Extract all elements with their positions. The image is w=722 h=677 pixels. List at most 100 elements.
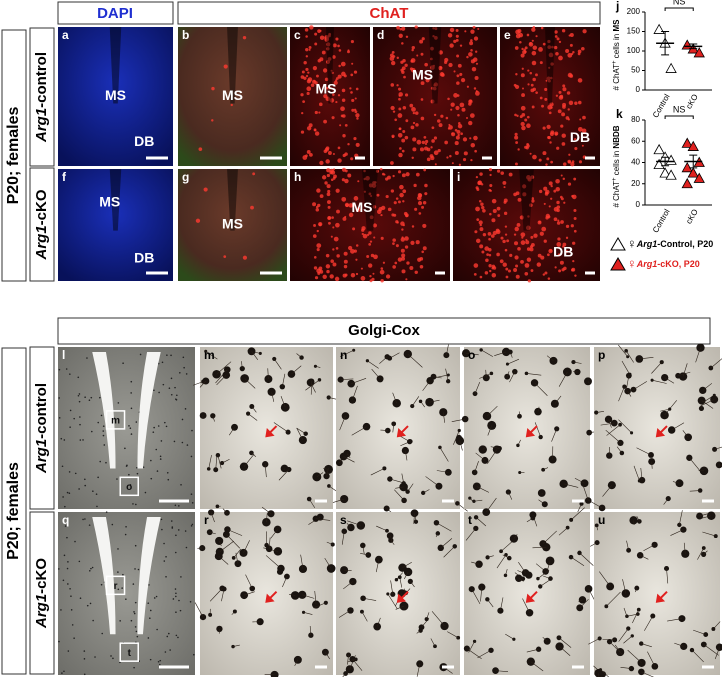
dendrite <box>300 554 304 570</box>
cell-signal <box>230 103 233 107</box>
dendrite <box>233 548 242 559</box>
neuron <box>105 461 107 464</box>
dendrite <box>394 489 405 501</box>
cell-signal <box>373 254 378 260</box>
neuron <box>90 396 93 399</box>
cell-signal <box>479 227 484 232</box>
dendrite <box>471 588 481 604</box>
dendrite <box>221 458 230 464</box>
cell-signal <box>546 124 551 129</box>
neuron <box>167 478 170 481</box>
cell-signal <box>526 33 530 37</box>
cell-signal <box>521 67 524 70</box>
cell-signal <box>542 273 546 276</box>
dendrite <box>652 379 667 384</box>
cell-signal <box>355 87 359 91</box>
cell-signal <box>390 60 396 66</box>
dendrite <box>663 498 669 505</box>
cell-signal <box>488 248 492 252</box>
cell-signal <box>432 35 435 38</box>
cell-signal <box>491 273 497 278</box>
cell-signal <box>425 78 430 83</box>
panel-letter: f <box>62 170 67 184</box>
cell-signal <box>392 265 396 269</box>
cell-signal <box>438 123 443 128</box>
cell-signal <box>424 192 428 196</box>
cell-signal <box>543 239 547 243</box>
neuron <box>61 672 63 674</box>
dendrite <box>278 469 290 481</box>
cell-signal <box>532 87 536 92</box>
neuron <box>166 635 169 638</box>
panel-letter: d <box>377 28 384 42</box>
dendrite <box>475 517 487 527</box>
cell-signal <box>313 128 317 132</box>
microscopy-image <box>464 512 590 675</box>
label-part: cells in <box>612 32 621 61</box>
cell-signal <box>439 66 443 69</box>
neuron <box>177 529 180 531</box>
neuron <box>179 609 182 612</box>
cell-signal <box>538 158 542 162</box>
cell-signal <box>484 271 489 275</box>
cell-signal <box>356 117 359 120</box>
data-point <box>687 167 699 178</box>
row-label: Arg1-control <box>33 52 50 143</box>
cell-signal <box>405 214 409 218</box>
neuron <box>60 437 63 440</box>
neuron <box>206 529 213 536</box>
cell-signal <box>479 172 483 176</box>
arrow <box>396 590 409 603</box>
dendrite <box>542 636 548 642</box>
cell-signal <box>558 55 563 61</box>
cell-signal <box>314 131 320 136</box>
cell-signal <box>432 64 436 67</box>
cell-signal <box>530 235 534 239</box>
cell-signal <box>369 215 374 220</box>
cell-signal <box>513 233 517 236</box>
cell-signal <box>502 239 506 244</box>
neuron <box>153 389 155 392</box>
cell-signal <box>411 48 414 52</box>
cell-signal <box>302 100 306 104</box>
cell-signal <box>548 111 552 115</box>
cell-signal <box>503 186 506 189</box>
cell-signal <box>488 237 491 241</box>
gene-name: Arg1 <box>636 259 658 269</box>
dendrite <box>244 591 255 596</box>
neuron <box>117 402 120 404</box>
cell-signal <box>531 60 537 66</box>
cell-signal <box>445 116 449 120</box>
dendrite <box>235 552 239 564</box>
dendrite <box>431 611 445 627</box>
neuron <box>66 491 69 494</box>
cell-signal <box>305 74 309 78</box>
neuron <box>189 600 192 603</box>
dendrite <box>487 599 494 608</box>
cell-signal <box>557 253 561 257</box>
data-point <box>681 137 693 148</box>
region-label: MS <box>222 87 243 103</box>
dendrite <box>261 506 272 515</box>
dendrite <box>538 499 545 505</box>
neuron <box>142 466 145 468</box>
cell-signal <box>540 26 544 30</box>
cell-signal <box>514 255 519 260</box>
cell-signal <box>430 86 434 90</box>
cell-signal <box>327 151 332 155</box>
cell-signal <box>322 274 327 279</box>
cell-signal <box>318 102 323 107</box>
cell-signal <box>341 71 346 77</box>
dendrite <box>446 344 449 356</box>
data-point <box>693 47 705 58</box>
dendrite <box>244 378 256 389</box>
neuron <box>190 525 193 527</box>
neuron <box>63 670 65 673</box>
cell-signal <box>430 57 433 61</box>
cell-signal <box>340 106 345 112</box>
y-tick-label: 80 <box>631 115 640 124</box>
cell-signal <box>489 269 492 273</box>
cell-signal <box>460 78 466 83</box>
neuron <box>164 651 167 653</box>
dendrite <box>389 478 404 484</box>
